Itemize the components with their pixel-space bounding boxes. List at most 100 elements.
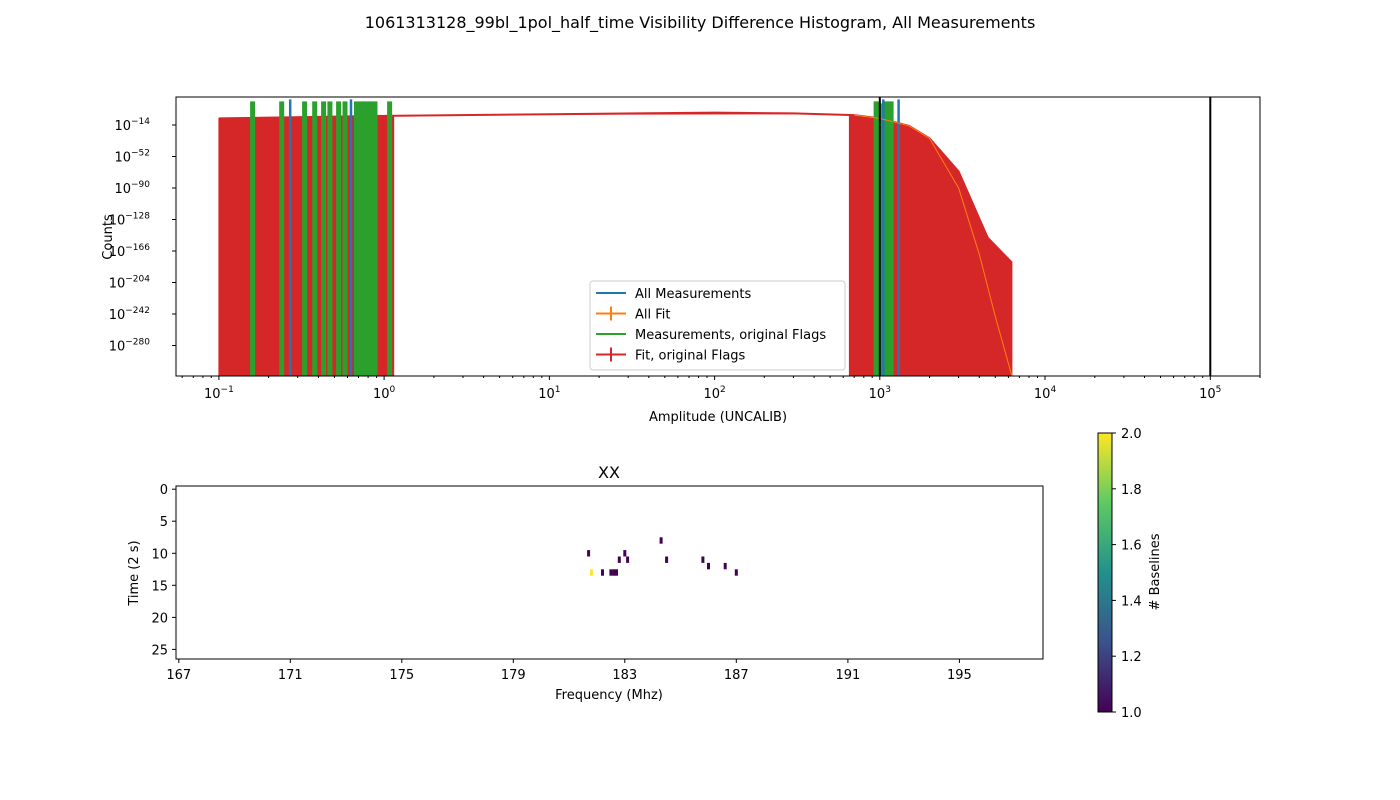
colorbar-tick-label: 2.0 bbox=[1121, 427, 1142, 442]
heatmap-x-tick-label: 187 bbox=[724, 668, 749, 683]
series-measurements-original-flags-bar bbox=[336, 101, 342, 377]
heatmap-chart: XX 167 171 175 179 183 187 191 195 0 5 10 15 20 25 F… bbox=[127, 463, 1044, 703]
heatmap-y-tick-label: 5 bbox=[160, 515, 168, 530]
legend-label: All Measurements bbox=[635, 287, 751, 302]
heatmap-y-label: Time (2 s) bbox=[127, 540, 142, 606]
histogram-x-tick-label: 105 bbox=[1199, 385, 1221, 402]
heatmap-cell bbox=[707, 562, 710, 570]
series-measurements-original-flags-bar bbox=[354, 101, 359, 377]
histogram-x-ticks: 10−1 100 101 102 103 104 105 bbox=[181, 376, 1261, 402]
histogram-y-tick-label-base: 10 bbox=[109, 277, 126, 292]
histogram-y-tick-label-exponent: −280 bbox=[125, 338, 150, 348]
histogram-y-tick-label-exponent: −90 bbox=[131, 180, 150, 190]
series-measurements-original-flags-bar bbox=[387, 101, 393, 377]
histogram-y-tick-label: 10−280 bbox=[109, 338, 151, 355]
histogram-x-tick-label-exponent: 2 bbox=[720, 385, 726, 395]
histogram-y-tick-label-exponent: −128 bbox=[125, 212, 150, 222]
series-measurements-original-flags-bar bbox=[372, 101, 378, 377]
histogram-y-tick-label-base: 10 bbox=[114, 119, 131, 134]
histogram-y-tick-label: 10−128 bbox=[109, 212, 151, 229]
colorbar-tick-label: 1.2 bbox=[1121, 650, 1142, 665]
histogram-y-tick-label-exponent: −14 bbox=[131, 117, 150, 127]
histogram-y-tick-label-base: 10 bbox=[109, 214, 126, 229]
series-measurements-original-flags-bar bbox=[358, 101, 364, 377]
histogram-x-tick-label-base: 10 bbox=[204, 387, 221, 402]
heatmap-x-tick-label: 167 bbox=[166, 668, 191, 683]
series-measurements-original-flags-bar bbox=[342, 101, 348, 377]
colorbar-gradient bbox=[1097, 432, 1113, 713]
heatmap-x-tick-label: 171 bbox=[278, 668, 303, 683]
series-measurements-original-flags-bar bbox=[888, 101, 894, 377]
histogram-x-tick-label: 102 bbox=[703, 385, 725, 402]
heatmap-cell bbox=[589, 569, 593, 576]
legend-label: Measurements, original Flags bbox=[635, 328, 826, 343]
histogram-x-label: Amplitude (UNCALIB) bbox=[649, 410, 787, 425]
heatmap-cell bbox=[601, 569, 604, 576]
heatmap-cell bbox=[615, 569, 618, 576]
histogram-x-tick-label: 10−1 bbox=[204, 385, 234, 402]
heatmap-cell bbox=[617, 556, 621, 563]
series-measurements-original-flags-bar bbox=[250, 101, 256, 377]
heatmap-x-ticks: 167 171 175 179 183 187 191 195 bbox=[166, 659, 972, 683]
histogram-y-tick-label-base: 10 bbox=[114, 182, 131, 197]
histogram-x-tick-label-base: 10 bbox=[703, 387, 720, 402]
heatmap-y-ticks: 0 5 10 15 20 25 bbox=[151, 483, 176, 658]
histogram-y-tick-label: 10−14 bbox=[114, 117, 150, 134]
heatmap-y-tick-label: 20 bbox=[151, 611, 168, 626]
histogram-y-tick-label-base: 10 bbox=[109, 340, 126, 355]
figure-title: 1061313128_99bl_1pol_half_time Visibilit… bbox=[365, 13, 1036, 33]
heatmap-cell bbox=[626, 556, 630, 563]
legend-label: Fit, original Flags bbox=[635, 349, 746, 364]
histogram-axes-frame bbox=[175, 96, 1261, 377]
heatmap-x-label: Frequency (Mhz) bbox=[555, 688, 663, 703]
heatmap-cell bbox=[587, 550, 591, 557]
colorbar-label: # Baselines bbox=[1148, 533, 1163, 610]
series-measurements-original-flags-bar bbox=[361, 101, 367, 377]
series-measurements-original-flags-bar bbox=[321, 101, 327, 377]
histogram-y-tick-label-exponent: −52 bbox=[131, 149, 150, 159]
heatmap-cell bbox=[612, 569, 616, 576]
histogram-x-tick-label-base: 10 bbox=[869, 387, 886, 402]
histogram-x-tick-label-base: 10 bbox=[538, 387, 555, 402]
heatmap-x-tick-label: 195 bbox=[947, 668, 972, 683]
heatmap-x-tick-label: 191 bbox=[835, 668, 860, 683]
heatmap-axes-frame bbox=[175, 485, 1044, 660]
histogram-y-tick-label-exponent: −242 bbox=[125, 306, 150, 316]
histogram-x-tick-label: 101 bbox=[538, 385, 560, 402]
heatmap-y-tick-label: 10 bbox=[151, 547, 168, 562]
histogram-y-tick-label-base: 10 bbox=[109, 308, 126, 323]
heatmap-cells bbox=[587, 537, 738, 576]
histogram-y-tick-label: 10−166 bbox=[109, 243, 151, 260]
heatmap-y-tick-label: 0 bbox=[160, 483, 168, 498]
heatmap-title: XX bbox=[598, 463, 620, 482]
heatmap-cell bbox=[659, 537, 663, 544]
heatmap-x-tick-label: 183 bbox=[612, 668, 637, 683]
histogram-legend: All Measurements All Fit Measurements, ori… bbox=[589, 280, 846, 371]
legend-items: All Measurements All Fit Measurements, ori… bbox=[596, 287, 826, 364]
colorbar-ticks: 1.0 1.2 1.4 1.6 1.8 2.0 bbox=[1112, 427, 1142, 721]
legend-label: All Fit bbox=[635, 308, 671, 323]
legend-frame bbox=[589, 280, 846, 371]
histogram-x-tick-label: 103 bbox=[869, 385, 891, 402]
series-measurements-original-flags-bar bbox=[365, 101, 371, 377]
series-measurements-original-flags-bar bbox=[327, 101, 333, 377]
histogram-y-tick-label: 10−52 bbox=[114, 149, 150, 166]
histogram-y-tick-label-exponent: −204 bbox=[125, 275, 150, 285]
histogram-y-tick-label: 10−90 bbox=[114, 180, 150, 197]
histogram-y-tick-label-base: 10 bbox=[109, 245, 126, 260]
histogram-x-tick-label-exponent: 1 bbox=[555, 385, 561, 395]
histogram-y-tick-label: 10−204 bbox=[109, 275, 151, 292]
histogram-x-tick-label-exponent: −1 bbox=[221, 385, 234, 395]
series-measurements-original-flags-bar bbox=[302, 101, 308, 377]
series-measurements-original-flags-bar bbox=[312, 101, 318, 377]
colorbar: 1.0 1.2 1.4 1.6 1.8 2.0 # Baselines bbox=[1097, 427, 1163, 721]
histogram-y-ticks: 10−1410−5210−9010−12810−16610−20410−2421… bbox=[109, 117, 176, 355]
histogram-y-tick-label-base: 10 bbox=[114, 151, 131, 166]
histogram-y-tick-label-exponent: −166 bbox=[125, 243, 150, 253]
series-measurements-original-flags-bar bbox=[369, 101, 375, 377]
heatmap-cell bbox=[623, 550, 627, 557]
heatmap-x-tick-label: 179 bbox=[501, 668, 526, 683]
heatmap-cell bbox=[701, 556, 705, 563]
colorbar-tick-label: 1.0 bbox=[1121, 706, 1142, 721]
